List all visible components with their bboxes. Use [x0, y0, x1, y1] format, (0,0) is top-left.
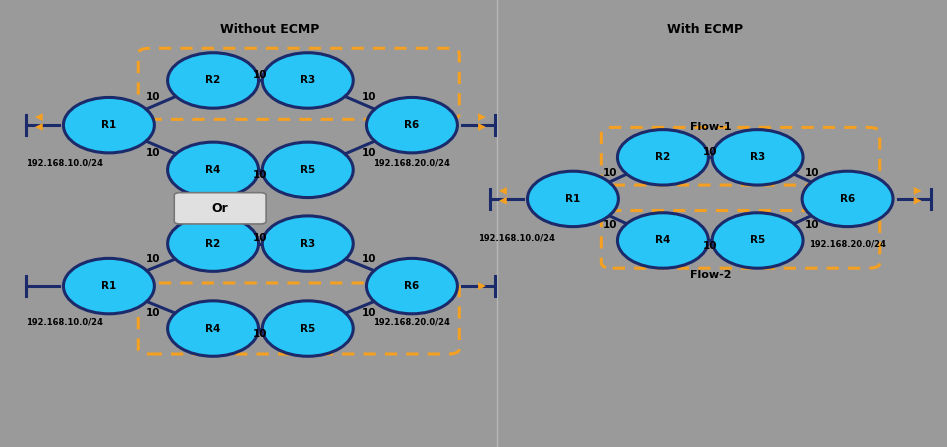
Ellipse shape — [262, 53, 353, 108]
Text: 192.168.10.0/24: 192.168.10.0/24 — [26, 159, 103, 168]
Text: Flow-2: Flow-2 — [689, 270, 731, 280]
Ellipse shape — [617, 130, 708, 185]
Text: R3: R3 — [750, 152, 765, 162]
Text: R1: R1 — [101, 120, 116, 130]
Ellipse shape — [168, 216, 259, 271]
Ellipse shape — [802, 171, 893, 227]
Ellipse shape — [527, 171, 618, 227]
Text: 10: 10 — [253, 70, 268, 80]
Text: R6: R6 — [404, 281, 420, 291]
FancyBboxPatch shape — [174, 193, 266, 224]
Text: 192.168.10.0/24: 192.168.10.0/24 — [26, 317, 103, 326]
Text: 10: 10 — [362, 308, 377, 318]
Ellipse shape — [262, 142, 353, 198]
Text: 10: 10 — [253, 170, 268, 180]
Text: R2: R2 — [205, 76, 221, 85]
Text: R4: R4 — [205, 324, 221, 333]
Text: 10: 10 — [253, 233, 268, 243]
Text: R5: R5 — [300, 324, 315, 333]
Ellipse shape — [262, 301, 353, 356]
Ellipse shape — [366, 258, 457, 314]
Text: R2: R2 — [205, 239, 221, 249]
Text: With ECMP: With ECMP — [668, 22, 743, 36]
Text: R6: R6 — [404, 120, 420, 130]
Text: 10: 10 — [703, 241, 718, 251]
Text: 10: 10 — [603, 220, 617, 230]
Text: 10: 10 — [362, 254, 377, 265]
Text: 10: 10 — [146, 308, 161, 318]
Ellipse shape — [617, 213, 708, 268]
Text: 10: 10 — [253, 329, 268, 339]
Text: 192.168.20.0/24: 192.168.20.0/24 — [373, 159, 451, 168]
Text: 192.168.20.0/24: 192.168.20.0/24 — [373, 317, 451, 326]
Text: R4: R4 — [205, 165, 221, 175]
Text: 10: 10 — [603, 168, 617, 178]
Ellipse shape — [712, 213, 803, 268]
Text: 10: 10 — [362, 93, 377, 102]
Text: Without ECMP: Without ECMP — [221, 22, 319, 36]
Text: R2: R2 — [655, 152, 670, 162]
Text: R1: R1 — [565, 194, 581, 204]
Ellipse shape — [63, 97, 154, 153]
Text: 10: 10 — [805, 220, 819, 230]
Text: R1: R1 — [101, 281, 116, 291]
Ellipse shape — [262, 216, 353, 271]
Ellipse shape — [168, 142, 259, 198]
Text: R5: R5 — [750, 236, 765, 245]
Text: R4: R4 — [655, 236, 670, 245]
Ellipse shape — [712, 130, 803, 185]
Text: 10: 10 — [146, 148, 161, 158]
Text: 10: 10 — [703, 147, 718, 157]
Text: Or: Or — [212, 202, 228, 215]
Text: 192.168.20.0/24: 192.168.20.0/24 — [809, 239, 886, 248]
Text: 192.168.10.0/24: 192.168.10.0/24 — [477, 233, 555, 242]
Ellipse shape — [168, 301, 259, 356]
Text: 10: 10 — [362, 148, 377, 158]
Text: 10: 10 — [805, 168, 819, 178]
Text: Flow-1: Flow-1 — [689, 122, 731, 132]
Ellipse shape — [366, 97, 457, 153]
Text: 10: 10 — [146, 254, 161, 265]
Ellipse shape — [168, 53, 259, 108]
Text: 10: 10 — [146, 93, 161, 102]
Text: R3: R3 — [300, 239, 315, 249]
Text: R5: R5 — [300, 165, 315, 175]
Text: R3: R3 — [300, 76, 315, 85]
Text: R6: R6 — [840, 194, 855, 204]
Ellipse shape — [63, 258, 154, 314]
